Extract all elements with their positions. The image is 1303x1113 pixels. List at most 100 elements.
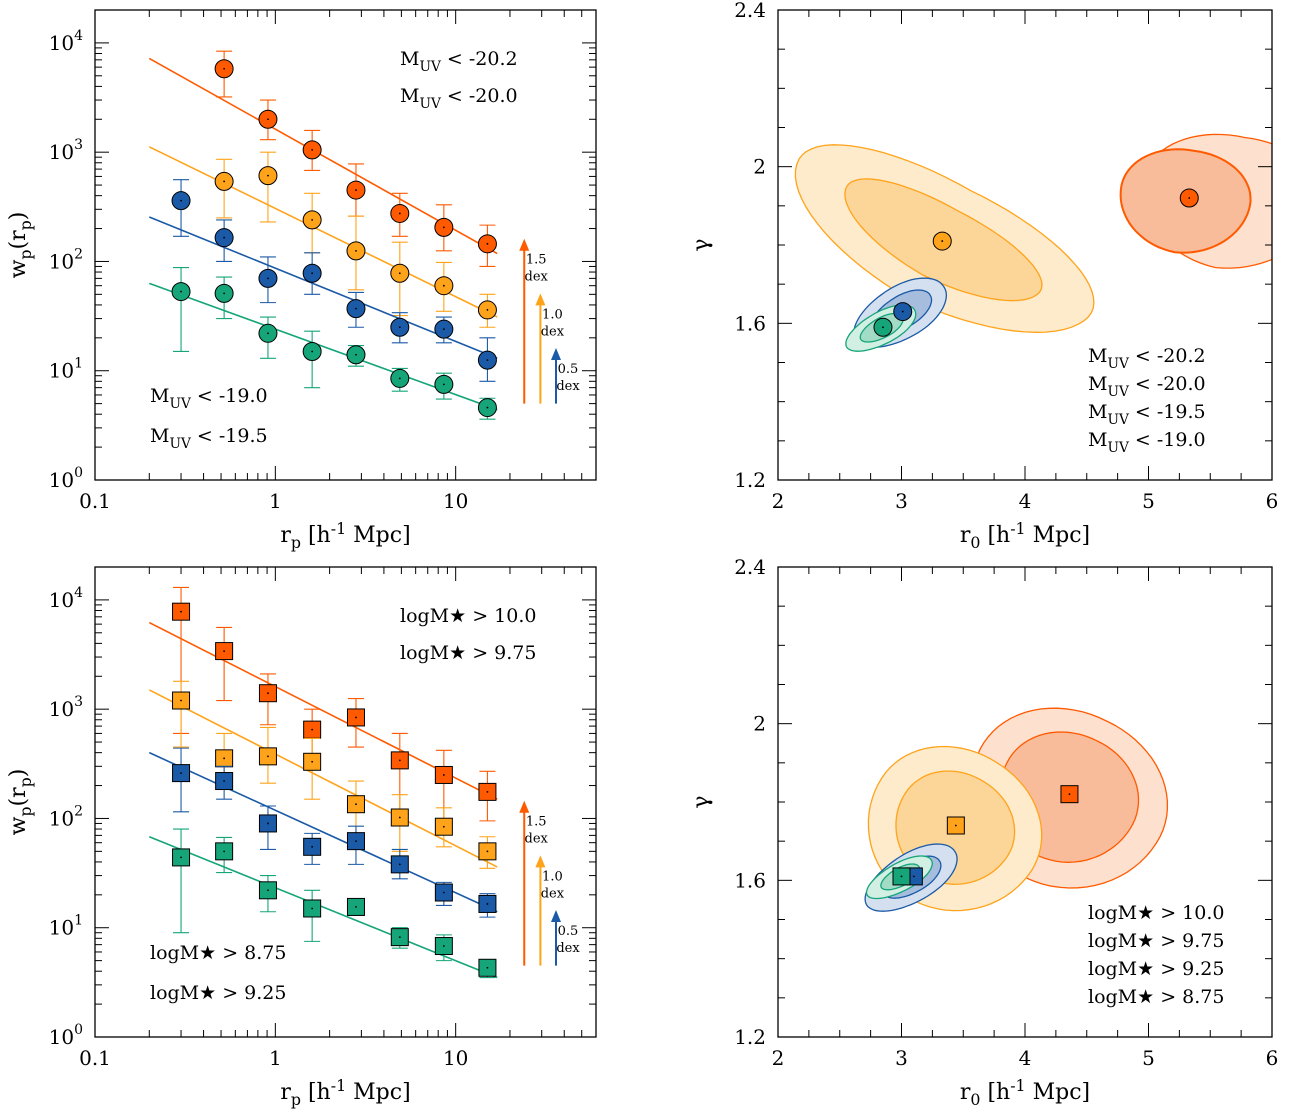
data-point-center <box>355 189 357 191</box>
x-tick-label: 6 <box>1266 489 1279 513</box>
arrow-head <box>535 293 546 306</box>
arrow-label: dex <box>525 832 549 847</box>
data-point-center <box>355 906 357 908</box>
arrow-0-5-dex: 0.5 dex <box>550 909 580 966</box>
data-point-center <box>180 290 182 293</box>
arrow-label: dex <box>525 270 549 285</box>
data-point-center <box>398 759 401 762</box>
data-point-center <box>267 692 269 695</box>
x-axis-label: r0 [h-1 Mpc] <box>960 1076 1090 1109</box>
y-tick-label: 104 <box>49 28 83 55</box>
data-point-center <box>180 199 182 202</box>
data-point-center <box>486 406 489 409</box>
x-tick-label: 3 <box>895 1046 908 1070</box>
series-logm-10-0 <box>148 586 498 824</box>
y-tick-label: 104 <box>49 585 83 612</box>
confidence-contours <box>794 133 1272 352</box>
arrow-1-0-dex: 1.0 dex <box>535 293 565 404</box>
data-point-center <box>267 889 269 892</box>
data-point-center <box>442 226 445 229</box>
ticks <box>777 9 1273 481</box>
arrow-0-5-dex: 0.5 dex <box>550 347 580 404</box>
arrow-head <box>550 909 561 922</box>
legend-m-uv-20-2: MUV < -20.2 <box>1088 345 1206 372</box>
data-point-center <box>398 326 401 329</box>
best-fit-logm-10-0-center <box>1068 793 1071 796</box>
arrow-head <box>550 347 561 360</box>
arrow-label: 1.0 <box>542 869 563 884</box>
series-logm-9-25 <box>148 747 498 918</box>
x-tick-label: 2 <box>772 1046 785 1070</box>
data-point-center <box>398 816 401 819</box>
legend-m-uv-19-5: MUV < -19.5 <box>150 425 268 452</box>
ticks <box>777 566 1273 1038</box>
y-tick-label: 2.4 <box>734 555 766 579</box>
best-fit-logm-9-25-center <box>912 875 915 878</box>
legend-m-uv-20-2: MUV < -20.2 <box>400 48 518 75</box>
legend-m-uv-19-0: MUV < -19.0 <box>1088 429 1206 456</box>
best-fit-logm-9-75-center <box>954 824 957 827</box>
x-tick-label: 3 <box>895 489 908 513</box>
y-tick-label: 1.2 <box>734 1025 766 1049</box>
arrow-head <box>519 800 530 813</box>
y-tick-label: 101 <box>49 913 83 940</box>
legend-logm-8-75: logM★ > 8.75 <box>1088 986 1224 1008</box>
arrow-label: dex <box>541 886 565 901</box>
data-point-center <box>311 350 314 353</box>
arrow-1-0-dex: 1.0 dex <box>535 855 565 966</box>
data-point-center <box>486 359 489 362</box>
data-point-center <box>355 353 357 356</box>
data-point-center <box>180 856 182 859</box>
panel-contour-mstar: 2 3 4 5 6 1.2 1.6 2 2.4 r0 [h-1 Mpc] γ logM★ > 10.0… <box>689 555 1278 1109</box>
ticks <box>94 9 597 481</box>
arrow-label: dex <box>556 941 580 956</box>
y-tick-label: 100 <box>49 465 83 492</box>
series-m-uv-20-2 <box>148 50 498 267</box>
plot-frame <box>94 566 597 1038</box>
data-point-center <box>398 272 401 275</box>
y-tick-label: 1.6 <box>734 311 766 335</box>
data-point-center <box>311 272 314 275</box>
data-point-center <box>180 699 182 702</box>
best-fit-m-uv-20-2-center <box>1188 197 1191 199</box>
y-axis-label: γ <box>689 795 714 808</box>
series-m-uv-19-5 <box>148 179 498 382</box>
data-point-center <box>223 850 226 853</box>
data-point-center <box>267 277 269 280</box>
series-logm-9-75 <box>148 680 498 869</box>
data-point-center <box>486 850 489 853</box>
legend-logm-10-0: logM★ > 10.0 <box>400 605 536 627</box>
data-point-center <box>311 760 314 763</box>
data-point-center <box>267 822 269 825</box>
x-axis-label: rp [h-1 Mpc] <box>280 1076 410 1109</box>
data-point-center <box>442 825 445 828</box>
data-point-center <box>311 728 314 731</box>
y-tick-label: 2 <box>753 155 766 179</box>
x-tick-label: 4 <box>1019 1046 1032 1070</box>
best-fit-m-uv-20-0-center <box>941 240 944 242</box>
x-tick-label: 5 <box>1142 489 1155 513</box>
data-point-center <box>355 716 357 719</box>
y-tick-label: 103 <box>49 694 83 721</box>
data-point-center <box>223 780 226 782</box>
best-fit-m-uv-19-5-center <box>901 310 904 313</box>
legend-m-uv-20-0: MUV < -20.0 <box>1088 373 1206 400</box>
data-point-center <box>223 67 226 70</box>
legend-logm-10-0: logM★ > 10.0 <box>1088 902 1224 924</box>
data-point-center <box>223 757 226 760</box>
data-point-center <box>442 284 445 287</box>
data-point-center <box>486 966 489 969</box>
data-point-center <box>267 332 269 335</box>
arrow-label: dex <box>541 324 565 339</box>
legend-logm-9-75: logM★ > 9.75 <box>400 642 536 664</box>
data-point-center <box>223 650 226 652</box>
x-tick-label: 1 <box>269 489 282 513</box>
arrow-1-5-dex: 1.5 dex <box>519 800 549 966</box>
x-axis-label: r0 [h-1 Mpc] <box>960 519 1090 552</box>
y-tick-label: 2.4 <box>734 0 766 22</box>
x-tick-label: 2 <box>772 489 785 513</box>
data-point-center <box>355 307 357 310</box>
data-point-center <box>486 903 489 905</box>
